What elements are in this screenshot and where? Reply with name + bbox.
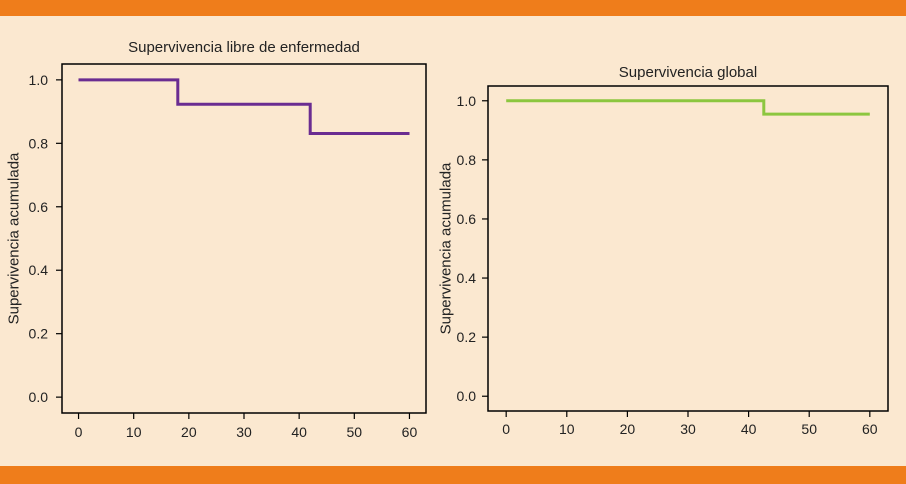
chart-disease-free-survival: Supervivencia libre de enfermedad Supervi…	[6, 39, 427, 440]
y-tick-label: 0.2	[457, 329, 477, 345]
y-tick-label: 0.4	[457, 270, 477, 286]
x-tick-label: 30	[236, 424, 252, 440]
x-tick-label: 30	[680, 421, 696, 437]
y-tick-label: 0.8	[29, 135, 49, 151]
y-tick-label: 0.0	[457, 388, 477, 404]
chart-title: Supervivencia libre de enfermedad	[128, 39, 360, 56]
y-axis-label: Supervivencia acumulada	[6, 152, 23, 324]
y-tick-label: 0.8	[457, 152, 477, 168]
x-tick-label: 60	[862, 421, 878, 437]
plot-frame	[61, 63, 427, 414]
y-tick-label: 1.0	[457, 93, 477, 109]
chart-title: Supervivencia global	[619, 64, 757, 81]
chart-overall-survival: Supervivencia global Supervivencia acumul…	[438, 64, 889, 437]
y-tick-label: 0.6	[29, 199, 49, 215]
x-tick-label: 40	[741, 421, 757, 437]
x-tick-label: 0	[502, 421, 510, 437]
y-axis-label: Supervivencia acumulada	[438, 162, 455, 334]
plot-frame	[487, 85, 889, 412]
x-tick-label: 50	[347, 424, 363, 440]
x-tick-label: 10	[559, 421, 575, 437]
x-tick-label: 50	[801, 421, 817, 437]
top-orange-band	[0, 0, 906, 16]
y-tick-label: 1.0	[29, 72, 49, 88]
x-tick-label: 0	[75, 424, 83, 440]
y-tick-label: 0.2	[29, 326, 49, 342]
bottom-orange-band	[0, 466, 906, 484]
x-tick-label: 20	[620, 421, 636, 437]
x-tick-label: 20	[181, 424, 197, 440]
x-tick-label: 10	[126, 424, 142, 440]
survival-curve-series-0	[506, 99, 870, 116]
y-tick-label: 0.4	[29, 262, 49, 278]
x-tick-label: 60	[402, 424, 418, 440]
survival-curve-series-0	[78, 78, 410, 135]
y-tick-label: 0.0	[29, 389, 49, 405]
x-tick-label: 40	[291, 424, 307, 440]
y-tick-label: 0.6	[457, 211, 477, 227]
